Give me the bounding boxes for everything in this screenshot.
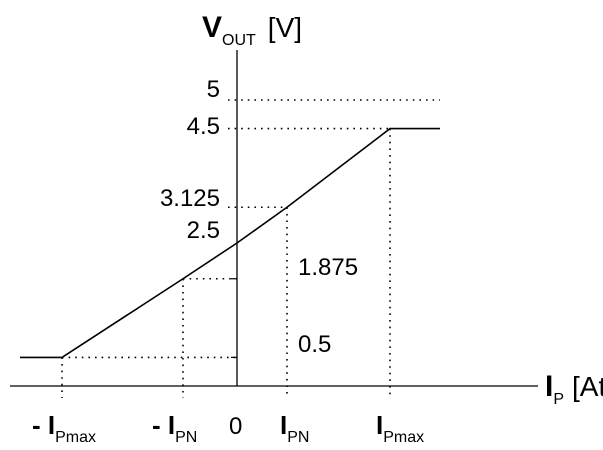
- x-tick-label-2: 0: [229, 413, 242, 440]
- y-tick-label-5: 0.5: [298, 331, 331, 358]
- y-tick-label-2: 3.125: [160, 185, 220, 212]
- y-tick-label-4: 1.875: [298, 254, 358, 281]
- y-axis-title: VOUT [V]: [202, 11, 302, 49]
- y-tick-label-3: 2.5: [187, 217, 220, 244]
- x-axis-title: IP[At]: [545, 370, 603, 408]
- series-line: [20, 127, 440, 359]
- guide-lines: [61, 99, 440, 398]
- x-tick-label-0: - IPmax: [32, 410, 96, 446]
- x-tick-label-3: IPN: [280, 410, 309, 446]
- x-tick-label-1: - IPN: [152, 410, 197, 446]
- series-group: [20, 127, 440, 359]
- y-tick-label-0: 5: [207, 76, 220, 103]
- y-tick-label-1: 4.5: [187, 113, 220, 140]
- labels: 5 4.5 3.125 2.5 1.875 0.5 VOUT[V] IP[At] - IPmax…: [32, 11, 603, 446]
- x-tick-label-4: IPmax: [376, 410, 424, 446]
- axes: [10, 50, 538, 387]
